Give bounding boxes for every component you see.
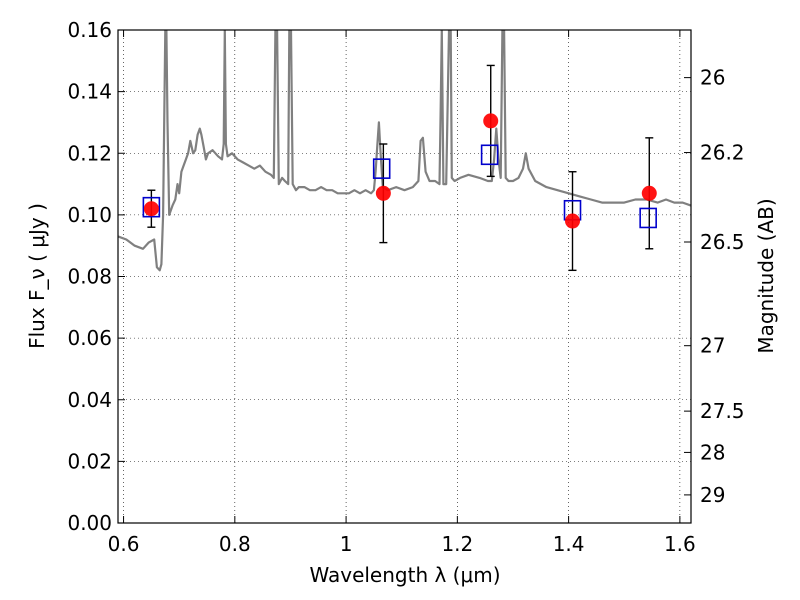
x-tick-label: 0.8 — [219, 532, 251, 556]
observed-point-circle — [565, 213, 581, 229]
y-axis: 0.00 0.02 0.04 0.06 0.08 0.10 0.12 0.14 0.16 — [67, 18, 125, 535]
y-tick-label: 0.08 — [67, 265, 112, 289]
model-point-square — [372, 158, 391, 179]
x-tick-label: 1.2 — [441, 532, 473, 556]
x-axis: 0.6 0.8 1 1.2 1.4 1.6 — [108, 30, 696, 556]
y-axis-label: Flux F_ν ( μJy ) — [25, 203, 49, 349]
x-tick-label: 1.4 — [553, 532, 585, 556]
observed-point-circle — [483, 113, 499, 129]
y-tick-label: 0.06 — [67, 326, 112, 350]
y2-axis-label: Magnitude (AB) — [754, 198, 778, 353]
x-axis-label: Wavelength λ (μm) — [309, 563, 500, 587]
y-tick-label: 0.12 — [67, 141, 112, 165]
y-tick-label: 0.10 — [67, 203, 112, 227]
y2-tick-label: 29 — [700, 483, 725, 507]
model-spectrum — [118, 30, 691, 272]
y-tick-label: 0.14 — [67, 80, 112, 104]
y-tick-label: 0.04 — [67, 388, 112, 412]
y2-tick-label: 26 — [700, 66, 725, 90]
observed-point-circle — [143, 201, 159, 217]
y2-axis: 26 26.2 26.5 27 27.5 28 29 — [684, 66, 745, 507]
observed-photometry-markers — [143, 113, 657, 229]
model-point-square — [480, 144, 499, 166]
x-tick-label: 1.6 — [664, 532, 696, 556]
x-tick-label: 0.6 — [108, 532, 140, 556]
y2-tick-label: 27 — [700, 334, 725, 358]
y2-tick-label: 26.2 — [700, 141, 745, 165]
observed-point-circle — [375, 185, 391, 201]
spectrum-line — [118, 30, 691, 272]
y2-tick-label: 26.5 — [700, 230, 745, 254]
y-tick-label: 0.00 — [67, 511, 112, 535]
observed-point-circle — [641, 185, 657, 201]
y-tick-label: 0.02 — [67, 449, 112, 473]
model-point-square — [142, 196, 161, 218]
y-tick-label: 0.16 — [67, 18, 112, 42]
y2-tick-label: 27.5 — [700, 399, 745, 423]
y2-tick-label: 28 — [700, 440, 725, 464]
x-tick-label: 1 — [340, 532, 353, 556]
model-point-square — [639, 207, 657, 229]
